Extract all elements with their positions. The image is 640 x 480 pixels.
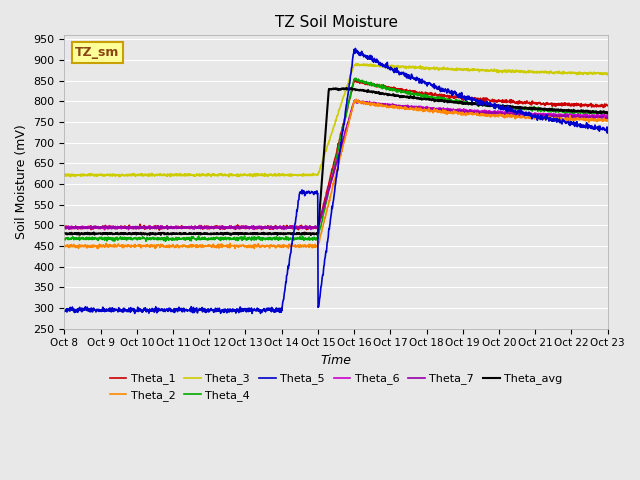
Line: Theta_3: Theta_3 — [65, 64, 608, 177]
Theta_6 — [303, 225, 310, 231]
Y-axis label: Soil Moisture (mV): Soil Moisture (mV) — [15, 125, 28, 240]
Theta_3 — [61, 173, 68, 179]
Theta_7 — [102, 224, 110, 229]
Theta_2 — [312, 244, 320, 250]
Theta_2 — [353, 96, 360, 102]
Theta_4 — [162, 239, 170, 244]
Theta_5 — [131, 311, 138, 316]
Theta_6 — [604, 113, 612, 119]
Theta_3 — [371, 62, 378, 68]
Theta_2 — [102, 243, 110, 249]
Theta_5 — [604, 127, 612, 133]
Theta_5 — [61, 309, 68, 314]
Theta_6 — [100, 227, 108, 233]
Theta_avg — [291, 231, 299, 237]
Theta_avg — [604, 110, 612, 116]
Theta_avg — [125, 231, 132, 237]
Theta_7 — [125, 225, 132, 231]
Theta_1 — [303, 227, 310, 232]
Theta_6 — [61, 224, 68, 229]
Line: Theta_4: Theta_4 — [65, 78, 608, 241]
Theta_2 — [291, 242, 299, 248]
Theta_5 — [312, 191, 320, 196]
Theta_4 — [61, 237, 68, 242]
Theta_1 — [312, 225, 320, 230]
Theta_avg — [61, 230, 68, 236]
Theta_2 — [61, 242, 68, 248]
Theta_1 — [102, 225, 110, 230]
Theta_5 — [371, 55, 378, 61]
Theta_5 — [102, 306, 110, 312]
Theta_6 — [312, 224, 320, 230]
Line: Theta_avg: Theta_avg — [65, 88, 608, 235]
Theta_3 — [604, 72, 612, 77]
Theta_7 — [351, 97, 359, 103]
Theta_3 — [303, 172, 310, 178]
Theta_4 — [351, 75, 359, 81]
Theta_5 — [291, 221, 299, 227]
Theta_1 — [371, 83, 378, 89]
Theta_4 — [102, 235, 110, 240]
Theta_4 — [604, 111, 612, 117]
Theta_5 — [303, 189, 310, 195]
Theta_3 — [354, 61, 362, 67]
X-axis label: Time: Time — [321, 354, 351, 367]
Theta_avg — [371, 89, 378, 95]
Theta_4 — [371, 81, 378, 87]
Text: TZ_sm: TZ_sm — [76, 46, 120, 59]
Theta_avg — [312, 230, 320, 236]
Theta_avg — [307, 232, 315, 238]
Title: TZ Soil Moisture: TZ Soil Moisture — [275, 15, 397, 30]
Theta_3 — [102, 172, 110, 178]
Line: Theta_5: Theta_5 — [65, 48, 608, 313]
Theta_avg — [102, 230, 110, 236]
Theta_4 — [312, 236, 320, 242]
Line: Theta_6: Theta_6 — [65, 100, 608, 230]
Theta_4 — [125, 235, 132, 240]
Theta_3 — [225, 174, 233, 180]
Theta_3 — [125, 172, 132, 178]
Theta_7 — [312, 225, 320, 231]
Theta_avg — [302, 230, 310, 236]
Legend: Theta_1, Theta_2, Theta_3, Theta_4, Theta_5, Theta_6, Theta_7, Theta_avg: Theta_1, Theta_2, Theta_3, Theta_4, Thet… — [105, 369, 567, 405]
Theta_2 — [250, 246, 258, 252]
Theta_1 — [156, 227, 163, 233]
Theta_4 — [303, 236, 310, 242]
Theta_1 — [61, 224, 68, 230]
Line: Theta_2: Theta_2 — [65, 99, 608, 249]
Theta_3 — [312, 172, 320, 178]
Theta_7 — [604, 115, 612, 120]
Theta_6 — [103, 224, 111, 229]
Theta_2 — [604, 118, 612, 123]
Line: Theta_7: Theta_7 — [65, 100, 608, 229]
Theta_1 — [351, 77, 358, 83]
Theta_7 — [371, 101, 378, 107]
Theta_1 — [125, 223, 132, 229]
Theta_6 — [125, 225, 132, 231]
Theta_1 — [291, 225, 299, 230]
Theta_7 — [61, 224, 68, 230]
Theta_5 — [125, 309, 132, 314]
Theta_3 — [291, 172, 299, 178]
Line: Theta_1: Theta_1 — [65, 80, 608, 230]
Theta_4 — [291, 235, 299, 241]
Theta_1 — [604, 103, 612, 108]
Theta_avg — [343, 85, 351, 91]
Theta_6 — [355, 97, 362, 103]
Theta_7 — [291, 224, 299, 229]
Theta_2 — [303, 243, 310, 249]
Theta_6 — [291, 224, 299, 230]
Theta_7 — [280, 226, 288, 232]
Theta_2 — [125, 242, 132, 248]
Theta_2 — [371, 101, 378, 107]
Theta_6 — [371, 100, 378, 106]
Theta_7 — [303, 225, 310, 231]
Theta_5 — [351, 46, 359, 51]
